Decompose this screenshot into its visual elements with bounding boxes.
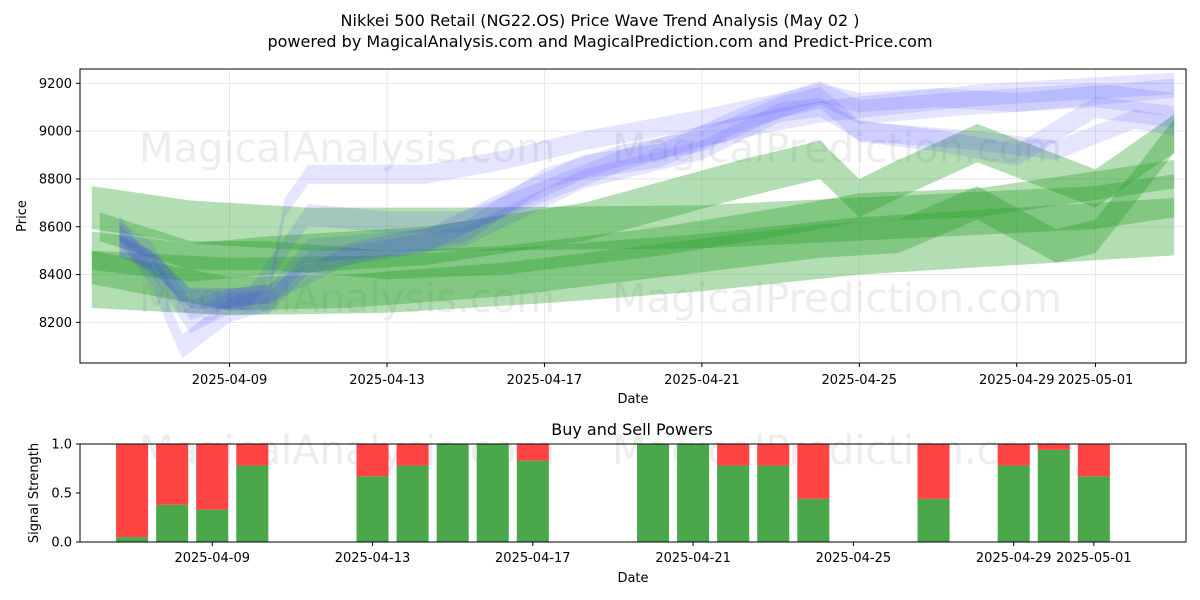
x-tick-label: 2025-04-09 [192,373,268,388]
buy-bar [917,498,950,542]
signal-x-axis-label: Date [617,571,648,586]
buy-bar [757,465,790,542]
sell-bar [997,444,1030,466]
y-tick-label: 8400 [39,268,72,283]
x-tick-label: 2025-04-17 [495,551,571,566]
signal-x-ticks: 2025-04-09 2025-04-13 2025-04-17 2025-04-21… [174,542,1132,566]
sell-bar [516,444,549,461]
signal-plot-title: Buy and Sell Powers [551,420,713,439]
y-tick-label: 8800 [39,172,72,187]
buy-bar [637,444,670,542]
buy-bar [516,460,549,542]
wave-band-4 [91,119,1175,311]
buy-bar [677,444,710,542]
sell-bar [1077,444,1110,477]
wave-band-7 [119,86,1175,334]
watermark-text: MagicalPrediction.com [612,276,1062,322]
sell-bar [1037,444,1070,450]
x-tick-label: 2025-04-13 [349,373,425,388]
signal-bars [116,444,1110,542]
buy-bar [396,465,429,542]
buy-bar [1037,449,1070,542]
wave-band-2 [91,198,1175,316]
sell-bar [797,444,830,499]
sell-bar [156,444,189,505]
signal-y-ticks: 0.0 0.5 1.0 [51,438,80,551]
sell-bar [356,444,389,477]
sell-bar [396,444,429,466]
buy-bar [1077,476,1110,542]
price-gridlines [80,69,1186,363]
wave-band-1 [91,174,1175,251]
signal-plot: Buy and Sell Powers MagicalAnalysis.com … [27,420,1187,586]
y-tick-label: 1.0 [51,438,72,453]
x-tick-label: 2025-04-13 [335,551,411,566]
x-tick-label: 2025-05-01 [1058,373,1134,388]
buy-bar [116,537,149,542]
wave-band-3 [99,159,1175,280]
y-tick-label: 0.0 [51,536,72,551]
buy-bar [356,476,389,542]
price-y-ticks: 8200 8400 8600 8800 9000 9200 [39,77,80,331]
wave-band-8 [119,81,1175,359]
chart-title: Nikkei 500 Retail (NG22.OS) Price Wave T… [341,11,860,30]
buy-bar [997,465,1030,542]
x-tick-label: 2025-04-21 [664,373,740,388]
signal-y-axis-label: Signal Strength [27,443,42,543]
sell-bar [116,444,149,538]
chart-subtitle: powered by MagicalAnalysis.com and Magic… [267,32,932,51]
sell-bar [196,444,229,510]
y-tick-label: 8600 [39,220,72,235]
y-tick-label: 9200 [39,77,72,92]
x-tick-label: 2025-04-17 [507,373,583,388]
buy-bar [436,444,469,542]
watermark-text: MagicalAnalysis.com [139,126,555,172]
buy-bar [717,465,750,542]
y-tick-label: 9000 [39,125,72,140]
buy-bar [236,465,269,542]
wave-band-10 [119,78,1175,308]
sell-bar [236,444,269,466]
x-tick-label: 2025-05-01 [1056,551,1132,566]
sell-bar [917,444,950,499]
watermark-text: MagicalAnalysis.com [139,276,555,322]
watermark-text: MagicalPrediction.com [612,126,1062,172]
x-tick-label: 2025-04-21 [655,551,731,566]
x-tick-label: 2025-04-29 [979,373,1055,388]
buy-bar [196,509,229,542]
buy-bar [156,504,189,542]
sell-bar [757,444,790,466]
price-x-axis-label: Date [617,392,648,407]
wave-band-5 [91,114,1175,282]
x-tick-label: 2025-04-25 [822,373,898,388]
price-watermarks: MagicalAnalysis.com MagicalPrediction.co… [139,126,1062,322]
price-y-axis-label: Price [15,200,30,232]
price-x-ticks: 2025-04-09 2025-04-13 2025-04-17 2025-04-21… [192,363,1133,388]
x-tick-label: 2025-04-29 [976,551,1052,566]
x-tick-label: 2025-04-09 [174,551,250,566]
y-tick-label: 8200 [39,316,72,331]
price-plot: MagicalAnalysis.com MagicalPrediction.co… [15,68,1187,407]
buy-bar [797,498,830,542]
price-plot-frame [79,68,1187,364]
sell-bar [717,444,750,466]
x-tick-label: 2025-04-25 [816,551,892,566]
y-tick-label: 0.5 [51,487,72,502]
price-wave-bands [91,72,1175,359]
wave-band-6 [119,97,1175,320]
wave-band-9 [119,72,1175,310]
buy-bar [476,444,509,542]
